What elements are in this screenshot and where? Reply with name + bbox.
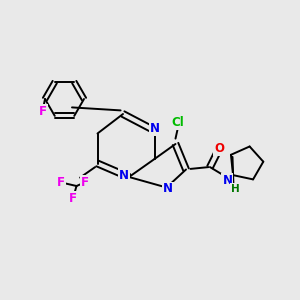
Text: F: F bbox=[39, 105, 46, 118]
Text: Cl: Cl bbox=[172, 116, 184, 129]
Text: O: O bbox=[214, 142, 224, 155]
Text: F: F bbox=[57, 176, 65, 189]
Text: F: F bbox=[69, 192, 77, 205]
Text: N: N bbox=[222, 174, 233, 187]
Text: N: N bbox=[163, 182, 173, 196]
Text: N: N bbox=[118, 169, 129, 182]
Text: F: F bbox=[81, 176, 89, 189]
Text: N: N bbox=[150, 122, 160, 136]
Text: H: H bbox=[230, 184, 239, 194]
